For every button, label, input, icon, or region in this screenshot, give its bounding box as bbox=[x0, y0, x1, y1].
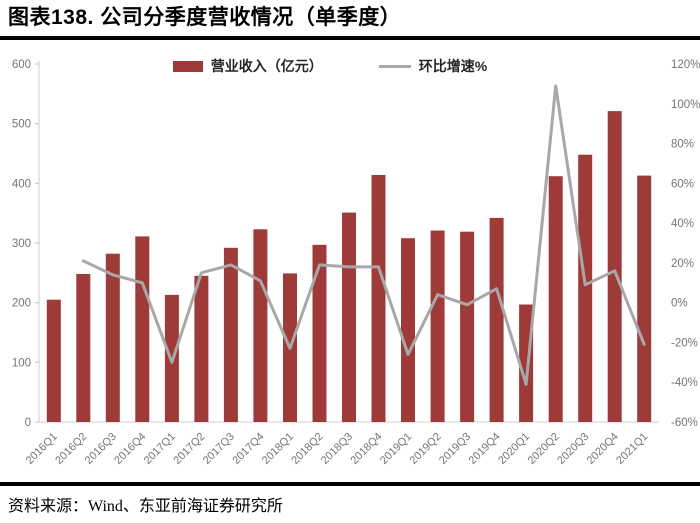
right-axis-label: 0% bbox=[671, 298, 688, 310]
right-axis-label: 120% bbox=[671, 59, 700, 71]
revenue-bar bbox=[46, 299, 61, 422]
left-axis-label: 400 bbox=[12, 178, 31, 190]
legend-label-revenue: 营业收入（亿元） bbox=[210, 58, 323, 74]
x-axis-label: 2016Q4 bbox=[112, 431, 148, 467]
revenue-bar bbox=[194, 275, 209, 422]
revenue-bar bbox=[76, 274, 91, 422]
right-axis-label: -20% bbox=[671, 337, 698, 349]
revenue-bar bbox=[460, 231, 475, 422]
left-axis-label: 200 bbox=[12, 298, 31, 310]
revenue-bar bbox=[489, 217, 504, 422]
x-axis-label: 2019Q1 bbox=[378, 431, 414, 467]
x-axis-label: 2016Q2 bbox=[53, 431, 89, 467]
revenue-bar bbox=[312, 244, 327, 422]
revenue-bar bbox=[135, 236, 150, 422]
revenue-bar bbox=[401, 238, 415, 422]
x-axis-label: 2020Q3 bbox=[555, 431, 591, 467]
combo-chart: 0 100 200 300 400 500 600 -60% -40% -20% 0% 20% 40% 6… bbox=[12, 59, 700, 467]
revenue-bar bbox=[637, 175, 652, 422]
title-divider bbox=[0, 36, 700, 40]
right-axis-label: -40% bbox=[671, 377, 698, 389]
x-axis-label: 2017Q1 bbox=[142, 431, 178, 467]
x-axis-label: 2018Q3 bbox=[319, 431, 355, 467]
left-axis-label: 300 bbox=[12, 238, 31, 250]
revenue-bar bbox=[253, 229, 268, 422]
revenue-swatch-icon bbox=[172, 60, 203, 72]
revenue-bar bbox=[371, 175, 386, 422]
revenue-bar bbox=[342, 212, 356, 422]
legend-label-growth: 环比增速% bbox=[418, 58, 488, 74]
right-axis-label: 100% bbox=[671, 99, 700, 111]
x-axis-label: 2019Q3 bbox=[437, 431, 473, 467]
x-axis-label: 2017Q3 bbox=[201, 431, 237, 467]
left-axis-label: 0 bbox=[25, 417, 31, 429]
right-axis-label: -60% bbox=[671, 417, 698, 429]
revenue-bar bbox=[105, 253, 120, 422]
x-axis-label: 2019Q2 bbox=[408, 431, 444, 467]
left-axis-label: 500 bbox=[12, 119, 31, 131]
left-axis-label: 100 bbox=[12, 357, 31, 369]
x-axis-label: 2016Q1 bbox=[24, 431, 60, 467]
x-axis-label: 2016Q3 bbox=[83, 431, 119, 467]
x-axis-label: 2020Q2 bbox=[526, 431, 562, 467]
right-axis-label: 60% bbox=[671, 178, 694, 190]
chart-title: 图表138. 公司分季度营收情况（单季度） bbox=[8, 6, 402, 29]
x-axis-label: 2018Q1 bbox=[260, 431, 296, 467]
x-axis-label: 2019Q4 bbox=[467, 431, 503, 467]
revenue-bar bbox=[607, 111, 622, 422]
legend-item-revenue: 营业收入（亿元） bbox=[172, 56, 323, 76]
x-axis-label: 2021Q1 bbox=[614, 431, 650, 467]
right-axis-label: 80% bbox=[671, 139, 694, 151]
x-axis-label: 2020Q4 bbox=[585, 431, 621, 467]
x-axis-label: 2018Q2 bbox=[289, 431, 325, 467]
revenue-bar bbox=[548, 176, 563, 422]
growth-line bbox=[81, 84, 646, 386]
left-axis-label: 600 bbox=[12, 59, 31, 71]
source-note: 资料来源：Wind、东亚前海证券研究所 bbox=[8, 498, 283, 515]
x-axis-label: 2017Q2 bbox=[171, 431, 207, 467]
legend: 营业收入（亿元） 环比增速% bbox=[0, 56, 660, 76]
revenue-bar bbox=[223, 247, 238, 422]
growth-line-swatch-icon bbox=[378, 64, 411, 68]
chart-area: 营业收入（亿元） 环比增速% 0 100 200 300 400 500 600 -60% -4… bbox=[0, 40, 700, 480]
x-axis-label: 2017Q4 bbox=[230, 431, 266, 467]
right-axis-label: 40% bbox=[671, 218, 694, 230]
revenue-bar bbox=[430, 230, 445, 422]
revenue-bar bbox=[578, 154, 593, 422]
x-axis-label: 2018Q4 bbox=[348, 431, 384, 467]
x-axis-label: 2020Q1 bbox=[496, 431, 532, 467]
footer-divider bbox=[0, 482, 700, 486]
right-axis-label: 20% bbox=[671, 258, 694, 270]
legend-item-growth: 环比增速% bbox=[378, 56, 488, 76]
